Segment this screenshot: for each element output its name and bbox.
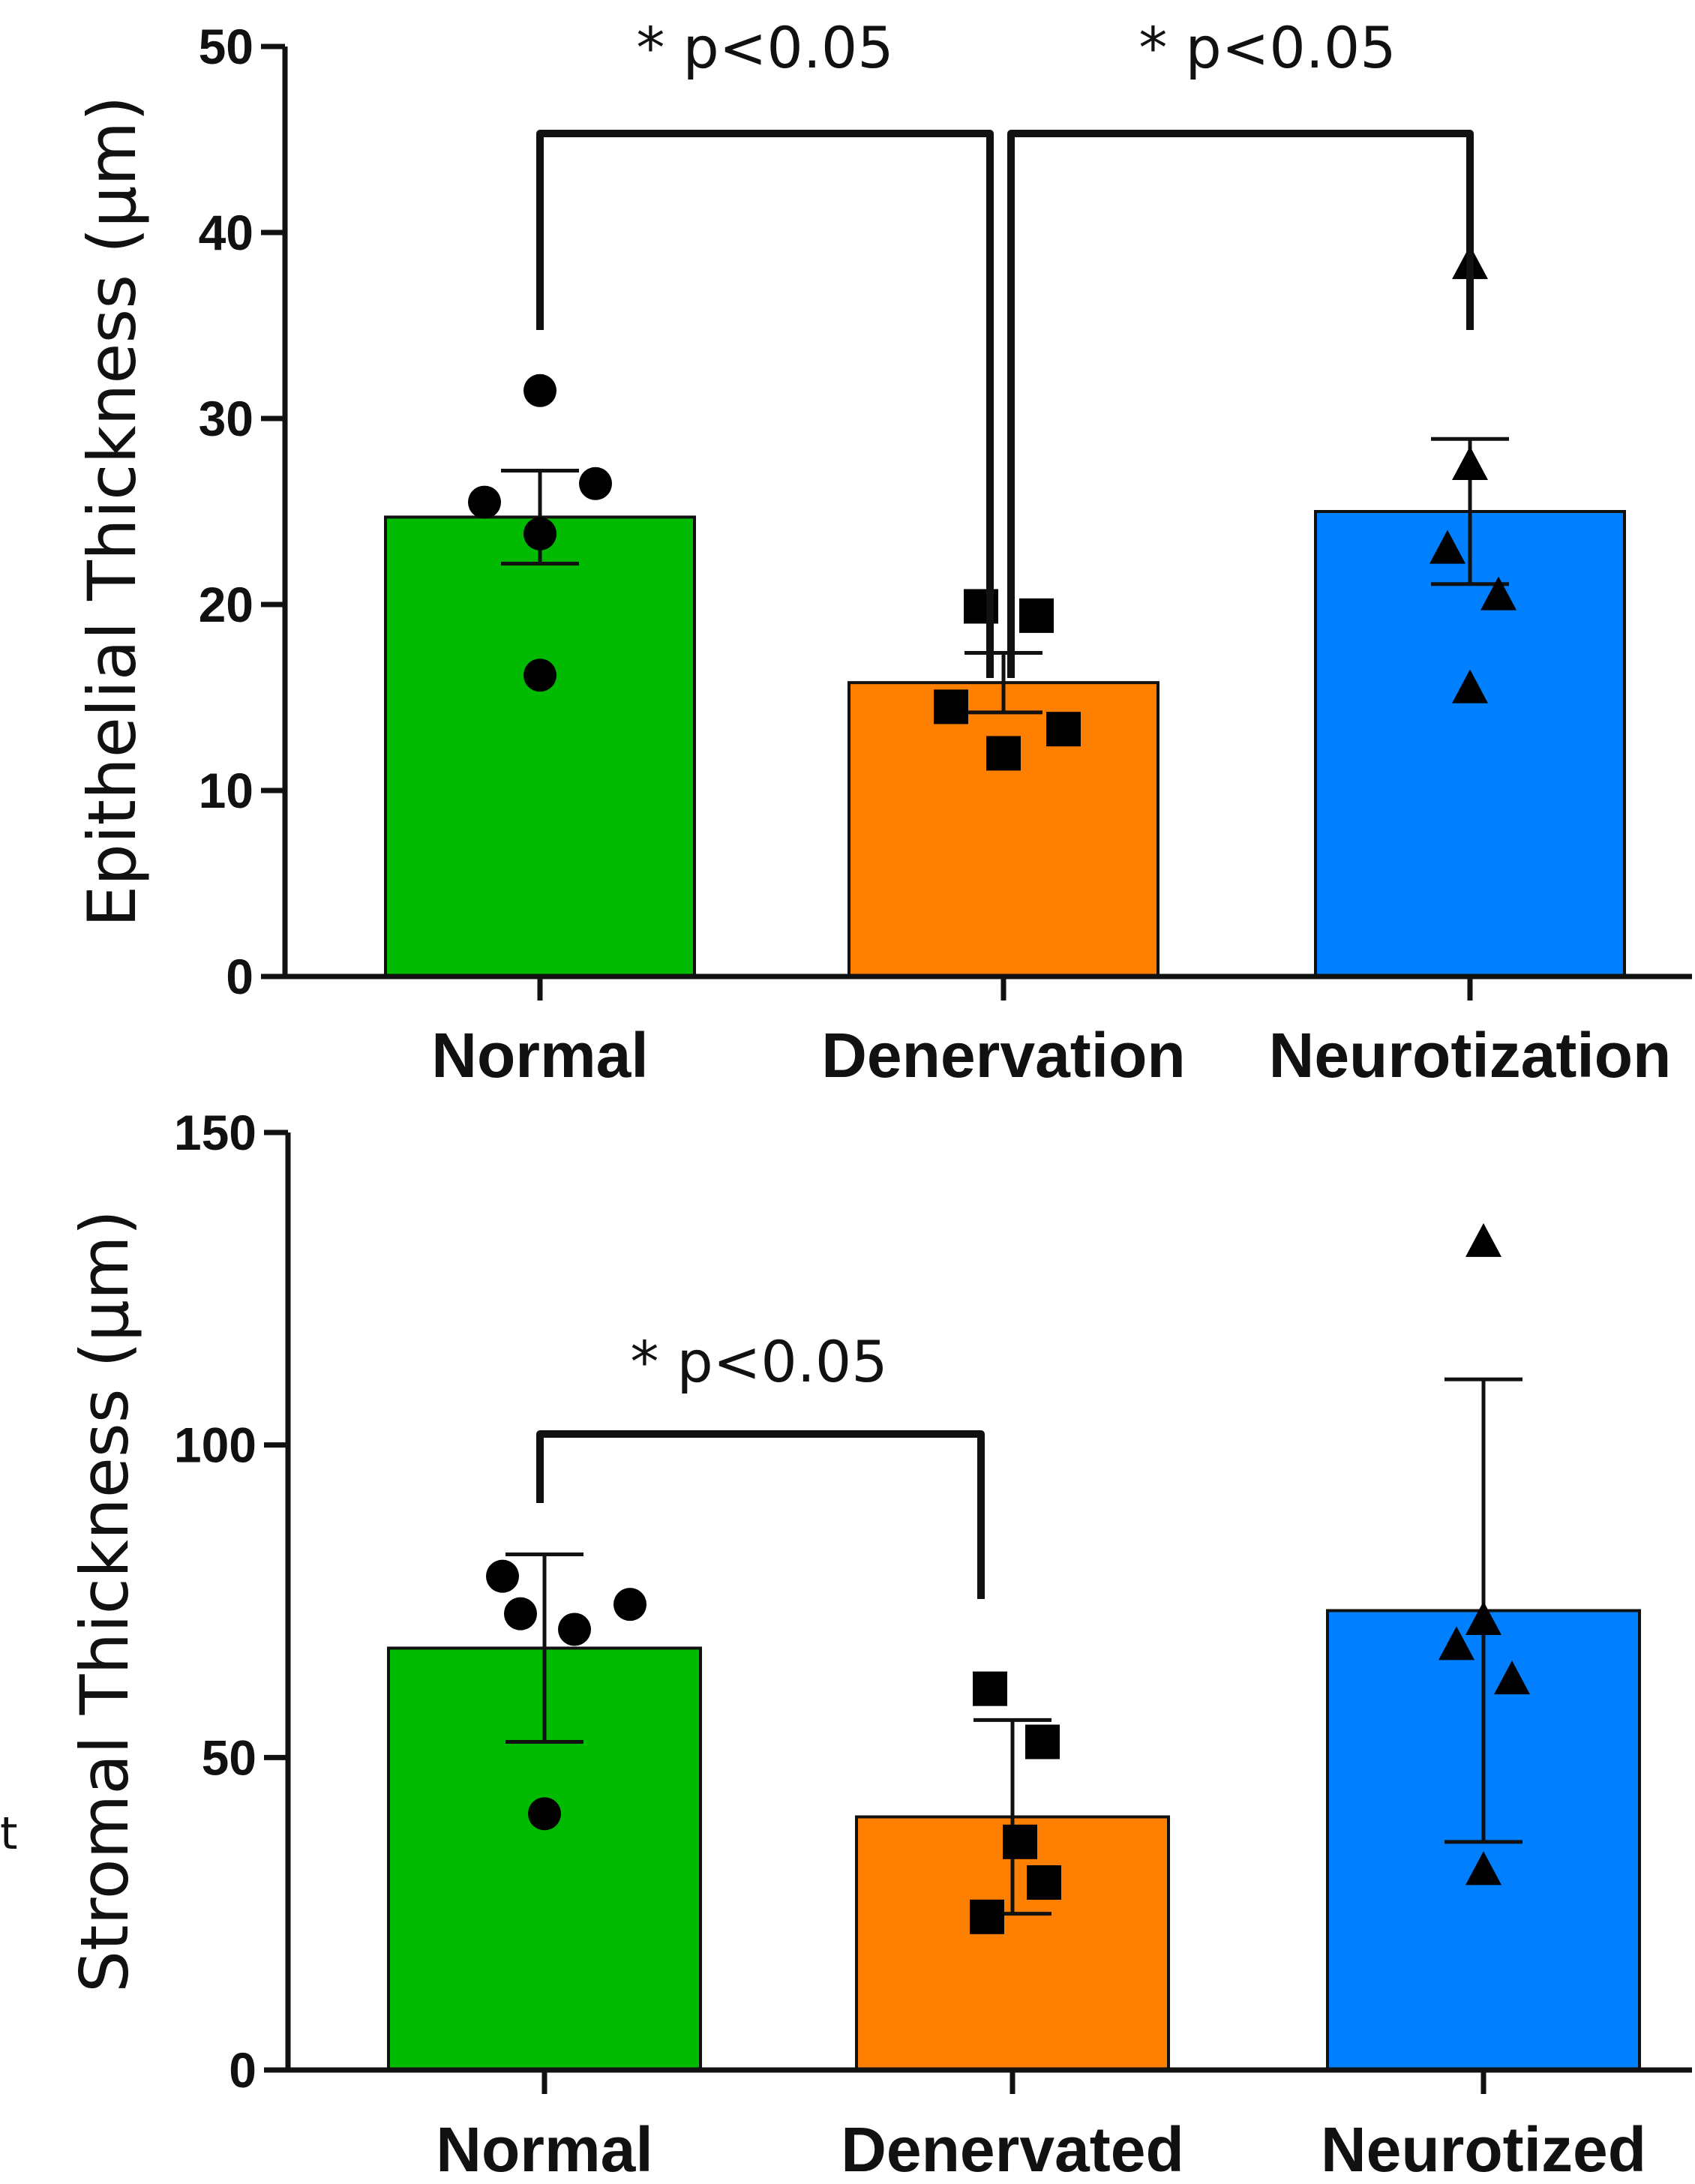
y-tick-label: 0 — [226, 949, 254, 1004]
data-point-triangle — [1466, 1222, 1502, 1257]
category-label: Denervated — [841, 2114, 1184, 2184]
stromal-thickness-chart: 0 50 100 150 Normal Denervated Neurotized Strom… — [66, 1105, 1692, 2184]
data-point-circle — [504, 1597, 537, 1630]
y-tick-label: 50 — [202, 1730, 256, 1785]
data-point-square — [973, 1671, 1007, 1706]
data-point-circle — [579, 466, 612, 500]
stray-text: t — [0, 1808, 18, 1860]
data-point-square — [986, 736, 1021, 771]
data-point-triangle — [1430, 530, 1466, 564]
bar-neurotization — [1314, 510, 1626, 978]
bracket-line — [536, 1430, 985, 1599]
data-point-circle — [524, 517, 556, 550]
data-point-triangle — [1494, 1660, 1530, 1695]
data-point-square — [970, 1899, 1004, 1934]
category-label: Denervation — [821, 1020, 1185, 1090]
data-point-triangle — [1452, 446, 1488, 480]
category-label: Neurotized — [1321, 2114, 1646, 2184]
data-point-square — [934, 689, 968, 724]
y-tick-label: 30 — [199, 391, 254, 446]
data-point-triangle — [1466, 1601, 1502, 1635]
data-point-square — [1025, 1724, 1060, 1760]
significance-label: * p<0.05 — [1138, 14, 1396, 81]
data-point-triangle — [1438, 1626, 1474, 1660]
y-tick-label: 10 — [199, 763, 254, 818]
bar-normal — [384, 515, 696, 978]
data-point-triangle — [1480, 576, 1516, 610]
data-point-square — [1003, 1824, 1037, 1859]
y-axis-title: Epithelial Thickness (µm) — [74, 96, 151, 928]
y-tick-label: 100 — [174, 1418, 256, 1473]
significance-bracket: * p<0.05 — [536, 1328, 985, 1599]
epithelial-thickness-chart: 0 10 20 30 40 50 Normal Denervation Neurotizatio… — [74, 14, 1692, 1090]
significance-label: * p<0.05 — [636, 14, 893, 81]
data-point-square — [1019, 598, 1054, 633]
data-point-triangle — [1466, 1851, 1502, 1886]
data-point-circle — [558, 1612, 591, 1646]
category-label: Normal — [436, 2114, 652, 2184]
y-tick-label: 40 — [199, 205, 254, 260]
data-point-circle — [614, 1588, 646, 1622]
y-tick-label: 50 — [199, 19, 254, 74]
bracket-line — [536, 130, 994, 678]
data-point-square — [1027, 1865, 1061, 1900]
error-bar-normal — [506, 1552, 584, 1744]
data-point-circle — [528, 1797, 561, 1831]
category-label: Normal — [431, 1020, 648, 1090]
bar-denervation — [848, 681, 1160, 978]
significance-bracket: * p<0.05 — [536, 14, 994, 678]
y-tick-label: 0 — [229, 2042, 256, 2098]
bracket-line — [1007, 130, 1474, 678]
data-point-triangle — [1452, 669, 1488, 704]
y-axis-title: Stromal Thickness (µm) — [66, 1210, 143, 1993]
category-label: Neurotization — [1269, 1020, 1672, 1090]
data-point-square — [1046, 712, 1081, 747]
error-bar-denervation — [964, 650, 1042, 715]
y-tick-label: 150 — [174, 1105, 256, 1160]
significance-bracket: * p<0.05 — [1007, 14, 1474, 678]
data-point-circle — [468, 485, 501, 519]
significance-label: * p<0.05 — [630, 1328, 887, 1395]
y-tick-label: 20 — [199, 577, 254, 632]
data-point-circle — [524, 374, 556, 407]
data-point-circle — [486, 1559, 519, 1593]
data-point-circle — [524, 658, 556, 692]
